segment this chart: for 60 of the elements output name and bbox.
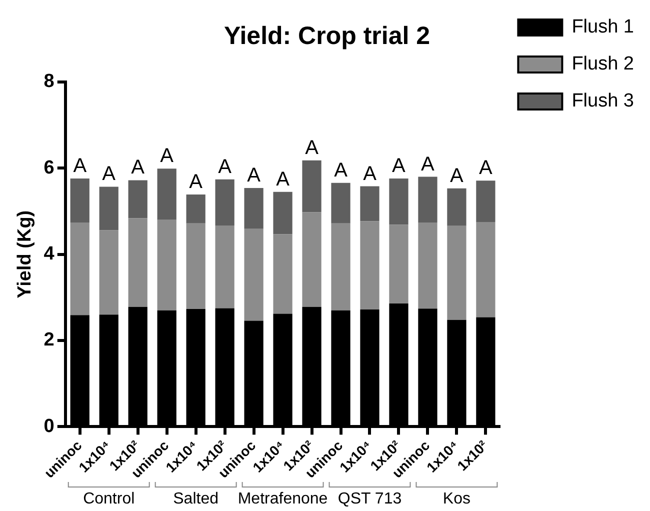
data-label: A [392, 155, 406, 178]
bar [273, 192, 292, 234]
data-label: A [305, 136, 320, 159]
legend-label: Flush 3 [572, 90, 634, 112]
bar [389, 178, 408, 225]
y-tick-label: 8 [44, 71, 54, 92]
bar [389, 224, 408, 304]
bar [244, 188, 264, 229]
text: Metrafenone [238, 490, 328, 508]
bar [157, 220, 176, 310]
data-label: A [189, 170, 204, 193]
bar [70, 178, 90, 222]
data-label: A [421, 153, 436, 176]
data-label: A [131, 156, 146, 179]
bar [99, 186, 118, 230]
bar [418, 176, 438, 222]
bar [215, 179, 234, 226]
bar [418, 222, 438, 309]
bar [476, 180, 496, 222]
data-label: A [73, 155, 88, 178]
y-tick-label: 0 [44, 416, 54, 437]
bar [186, 194, 206, 224]
chart-title: Yield: Crop trial 2 [224, 22, 430, 50]
text: Kos [442, 490, 470, 508]
text: Salted [173, 490, 218, 508]
data-label: A [479, 157, 494, 180]
bar [215, 225, 234, 308]
bar [99, 230, 118, 315]
data-label: A [247, 164, 262, 187]
data-label: A [102, 163, 116, 186]
y-axis-title: Yield (Kg) [14, 210, 36, 298]
text: Control [83, 490, 135, 508]
data-label: A [218, 156, 232, 178]
bar [302, 160, 322, 212]
bar [244, 228, 264, 321]
bar [331, 223, 350, 310]
bar [128, 218, 148, 307]
y-tick-label: 2 [44, 330, 54, 351]
text: QST 713 [338, 490, 402, 508]
bar [302, 212, 322, 307]
bar [447, 226, 466, 320]
bar [128, 180, 148, 218]
bar [360, 186, 380, 222]
data-label: A [363, 162, 378, 185]
y-tick-label: 4 [44, 244, 55, 265]
data-label: A [334, 159, 348, 182]
bar [186, 223, 206, 310]
data-label: A [160, 145, 174, 168]
bar [70, 222, 90, 316]
y-tick-label: 6 [44, 157, 54, 178]
bar [447, 188, 466, 226]
bar [476, 222, 496, 318]
bar [360, 221, 380, 310]
bar [273, 234, 292, 314]
data-label: A [450, 164, 464, 187]
legend-label: Flush 2 [572, 54, 634, 75]
bar [157, 168, 176, 220]
bar [331, 182, 350, 224]
data-label: A [276, 168, 290, 190]
legend-label: Flush 1 [572, 16, 634, 38]
